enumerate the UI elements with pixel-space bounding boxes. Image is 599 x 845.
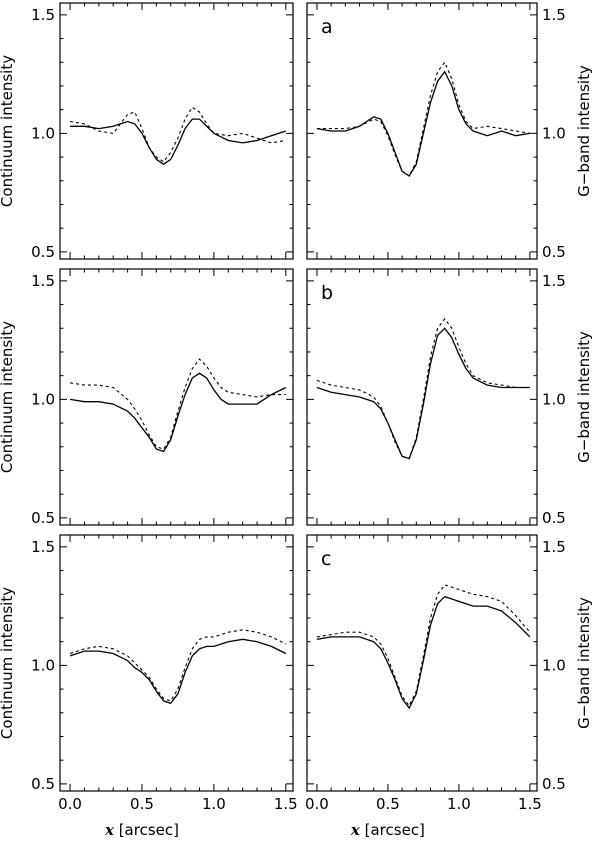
y-tick-label: 0.5 (542, 509, 566, 527)
series-line-solid (316, 70, 531, 177)
y-axis-title: G−band intensity (575, 597, 593, 729)
series-line-dashed (316, 61, 530, 177)
series-line-solid (69, 638, 287, 705)
y-axis-title: Continuum intensity (0, 55, 16, 207)
panel-frame (306, 534, 538, 792)
series-line-dashed (316, 317, 530, 460)
y-tick-label: 1.5 (542, 538, 566, 556)
x-axis-symbol: x (104, 821, 115, 839)
panel-1-1: 0.5 1.0 1.5 G−band intensity b (306, 268, 593, 527)
panel-frame (59, 268, 294, 526)
y-tick-label: 1.5 (542, 6, 566, 24)
panel-0-1: 0.5 1.0 1.5 G−band intensity a (306, 2, 593, 261)
series-line-solid (316, 327, 530, 460)
x-axis-unit: [arcsec] (360, 821, 425, 839)
y-axis-title: Continuum intensity (0, 321, 16, 473)
x-tick-label: 1.0 (202, 795, 226, 813)
y-tick-label: 0.5 (31, 775, 55, 793)
x-axis-title: x [arcsec] (350, 821, 425, 839)
y-tick-label: 0.5 (31, 509, 55, 527)
y-tick-label: 1.0 (542, 390, 566, 408)
y-axis-title: Continuum intensity (0, 587, 16, 739)
panel-1-0: 0.5 1.0 1.5 Continuum intensity (0, 268, 294, 527)
y-tick-label: 1.5 (31, 538, 55, 556)
panel-frame (306, 268, 538, 526)
panel-frame (59, 534, 294, 792)
x-axis-symbol: x (350, 821, 361, 839)
y-tick-label: 1.0 (542, 124, 566, 142)
panel-label: c (321, 548, 331, 570)
series-line-dashed (316, 584, 531, 707)
x-tick-label: 1.5 (274, 795, 298, 813)
y-tick-label: 1.0 (31, 390, 55, 408)
y-tick-label: 1.5 (542, 272, 566, 290)
series-line-solid (316, 595, 531, 710)
x-tick-label: 0.5 (376, 795, 400, 813)
x-axis-title: x [arcsec] (104, 821, 179, 839)
y-tick-label: 1.5 (31, 272, 55, 290)
y-tick-label: 0.5 (542, 243, 566, 261)
panel-label: a (321, 16, 333, 38)
panel-0-0: 0.5 1.0 1.5 Continuum intensity (0, 2, 294, 261)
series-line-dashed (69, 629, 287, 702)
y-axis-title: G−band intensity (575, 65, 593, 197)
y-axis-title: G−band intensity (575, 331, 593, 463)
x-tick-label: 0.0 (58, 795, 82, 813)
y-tick-label: 1.5 (31, 6, 55, 24)
x-axis-unit: [arcsec] (114, 821, 179, 839)
series-line-dashed (70, 358, 286, 450)
y-tick-label: 0.5 (542, 775, 566, 793)
y-tick-label: 1.0 (31, 656, 55, 674)
series-line-solid (69, 372, 287, 453)
panel-label: b (321, 282, 333, 304)
y-tick-label: 1.0 (542, 656, 566, 674)
series-line-dashed (70, 106, 286, 163)
x-tick-label: 1.0 (447, 795, 471, 813)
panel-frame (306, 2, 538, 260)
x-tick-label: 1.5 (518, 795, 542, 813)
panel-frame (59, 2, 294, 260)
x-tick-label: 0.5 (130, 795, 154, 813)
panel-2-1: 0.5 1.0 1.5 0.0 0.5 1.0 1.5 G−band intensity x [… (305, 534, 593, 839)
y-tick-label: 0.5 (31, 243, 55, 261)
series-line-solid (70, 118, 287, 165)
x-tick-label: 0.0 (305, 795, 329, 813)
y-tick-label: 1.0 (31, 124, 55, 142)
